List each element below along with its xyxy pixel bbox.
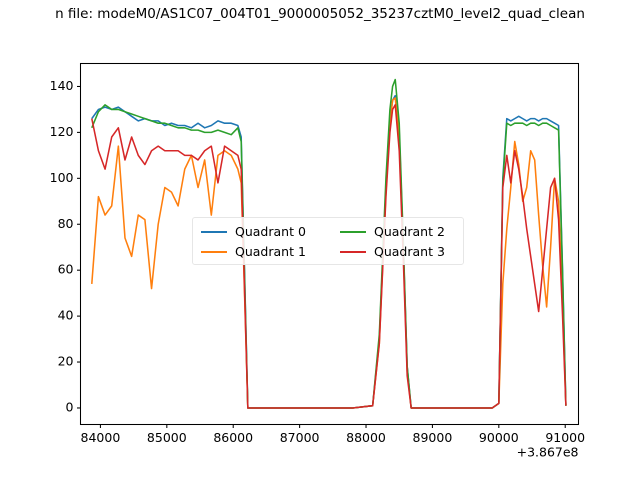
y-tick-label: 20 (58, 354, 74, 369)
y-tick-label: 60 (58, 262, 74, 277)
legend-item-label: Quadrant 1 (235, 244, 306, 259)
legend-color-swatch (340, 251, 366, 253)
chart-legend: Quadrant 0 Quadrant 1 Quadrant 2 Quadrant 3 (192, 217, 464, 265)
x-tick-label: 85000 (147, 430, 187, 445)
legend-color-swatch (201, 231, 227, 233)
legend-color-swatch (201, 251, 227, 253)
y-tick-label: 80 (58, 216, 74, 231)
axes-frame (79, 62, 580, 426)
x-tick-label: 91000 (545, 430, 585, 445)
y-tick-label: 40 (58, 308, 74, 323)
x-tick-label: 86000 (213, 430, 253, 445)
legend-item-label: Quadrant 3 (374, 244, 445, 259)
x-tick-label: 87000 (280, 430, 320, 445)
series-line-quadrant-3 (91, 104, 567, 409)
legend-item-label: Quadrant 0 (235, 224, 306, 239)
y-tick-label: 100 (50, 170, 74, 185)
x-tick-label: 89000 (413, 430, 453, 445)
x-tick-label: 88000 (346, 430, 386, 445)
x-tick-label: 90000 (479, 430, 519, 445)
y-tick-label: 140 (50, 78, 74, 93)
chart-title: n file: modeM0/AS1C07_004T01_9000005052_… (55, 6, 585, 22)
y-tick-label: 120 (50, 124, 74, 139)
x-tick-label: 84000 (81, 430, 121, 445)
x-axis-offset-label: +3.867e8 (517, 445, 579, 460)
series-group (91, 78, 567, 409)
y-tick-label: 0 (66, 399, 74, 414)
legend-item-label: Quadrant 2 (374, 224, 445, 239)
legend-color-swatch (340, 231, 366, 233)
